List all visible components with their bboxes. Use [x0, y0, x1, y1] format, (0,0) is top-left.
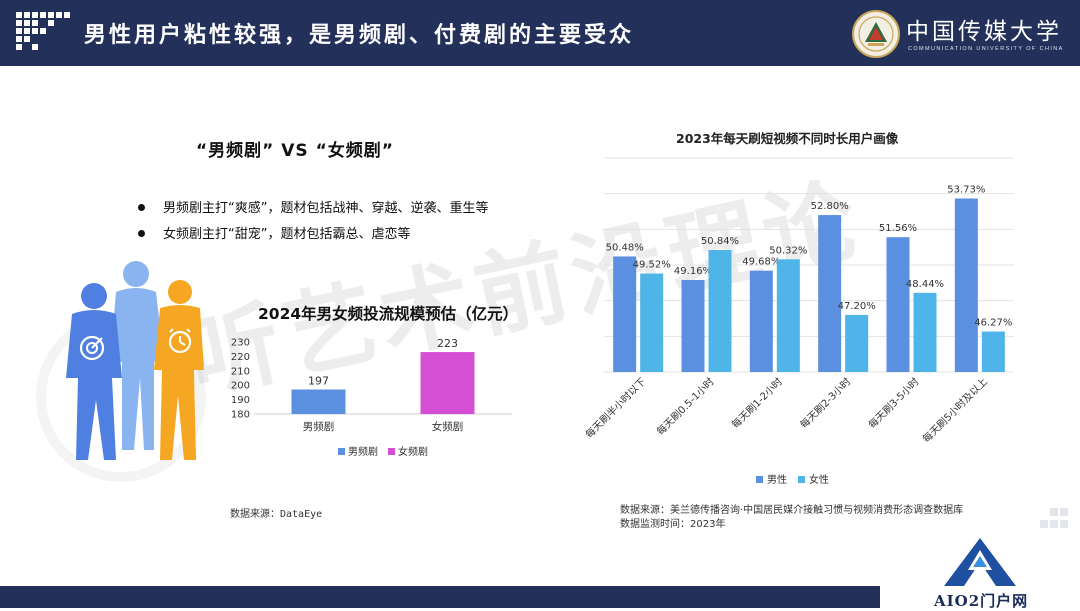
bullet-item: 女频剧主打“甜宠”，题材包括霸总、虐恋等: [138, 224, 488, 250]
site-badge-text: AIO2门户网: [934, 592, 1029, 610]
x-tick-label: 每天刷1-2小时: [729, 375, 785, 431]
right-bar-chart: 50.48% 49.52% 每天刷半小时以下 49.16% 50.84% 每天刷0.5-1…: [583, 157, 1014, 486]
y-tick-label: 190: [231, 395, 250, 406]
y-tick-label: 230: [231, 338, 250, 349]
university-name: 中国传媒大学: [906, 19, 1062, 45]
left-source-note: 数据来源：DataEye: [230, 509, 323, 520]
bullet-text: 男频剧主打“爽感”，题材包括战神、穿越、逆袭、重生等: [163, 201, 489, 216]
x-tick-label: 每天刷3-5小时: [866, 375, 922, 431]
target-icon: [79, 335, 105, 361]
page-title: 男性用户粘性较强，是男频剧、付费剧的主要受众: [84, 23, 635, 48]
bar: [681, 279, 705, 372]
person-light-blue-icon: [110, 261, 164, 450]
bar: [613, 256, 637, 372]
alarm-clock-icon: [168, 328, 192, 354]
data-label: 51.56%: [879, 223, 917, 234]
data-label: 49.68%: [742, 257, 780, 268]
bar: [708, 250, 732, 372]
monitor-time-line: 数据监测时间：2023年: [620, 519, 726, 530]
people-illustration: [58, 250, 228, 480]
legend-swatch: [756, 476, 763, 483]
data-label: 197: [308, 375, 329, 388]
bar: [818, 215, 842, 372]
vs-heading: “男频剧” VS “女频剧”: [196, 141, 394, 161]
x-tick-label: 每天刷半小时以下: [583, 375, 649, 441]
bar: [776, 259, 800, 372]
person-blue-icon: [66, 283, 122, 460]
bar: [981, 331, 1005, 372]
y-tick-label: 220: [231, 352, 250, 363]
data-label: 50.48%: [606, 242, 644, 253]
legend-swatch: [798, 476, 805, 483]
data-label: 50.32%: [769, 245, 807, 256]
bar: [913, 292, 937, 372]
legend-label: 女性: [809, 473, 829, 486]
legend-label: 女频剧: [398, 445, 428, 458]
footer-squares-decoration: [1040, 508, 1076, 532]
university-subtitle: COMMUNICATION UNIVERSITY OF CHINA: [908, 46, 1064, 52]
bar: [420, 352, 475, 414]
bullet-item: 男频剧主打“爽感”，题材包括战神、穿越、逆袭、重生等: [138, 198, 488, 224]
right-chart-title: 2023年每天刷短视频不同时长用户画像: [676, 131, 899, 146]
header-bar: 男性用户粘性较强，是男频剧、付费剧的主要受众 中国传媒大学 COMMUNICAT…: [0, 0, 1080, 66]
bullet-text: 女频剧主打“甜宠”，题材包括霸总、虐恋等: [163, 227, 411, 242]
data-label: 48.44%: [906, 279, 944, 290]
bar: [749, 270, 773, 372]
footer-bar: [0, 586, 1080, 608]
x-tick-label: 每天刷0.5-1小时: [654, 375, 717, 438]
legend-swatch: [338, 448, 345, 455]
bullet-list: 男频剧主打“爽感”，题材包括战神、穿越、逆袭、重生等 女频剧主打“甜宠”，题材包…: [138, 198, 488, 250]
data-label: 223: [437, 337, 458, 350]
data-label: 52.80%: [811, 201, 849, 212]
x-tick-label: 女频剧: [432, 420, 464, 433]
left-chart-title: 2024年男女频投流规模预估（亿元）: [258, 305, 519, 323]
data-label: 53.73%: [947, 184, 985, 195]
bar: [886, 237, 910, 372]
bar: [954, 198, 978, 372]
data-label: 46.27%: [974, 318, 1012, 329]
data-label: 50.84%: [701, 236, 739, 247]
legend-swatch: [388, 448, 395, 455]
data-label: 49.16%: [674, 266, 712, 277]
y-tick-label: 210: [231, 366, 250, 377]
legend-label: 男频剧: [348, 445, 378, 458]
right-source-note: 数据来源：美兰德传播咨询·中国居民媒介接触习惯与视频消费形态调查数据库 数据监测…: [620, 504, 963, 532]
data-label: 49.52%: [633, 260, 671, 271]
bar: [640, 273, 664, 372]
grid-logo-icon: [16, 12, 70, 54]
x-tick-label: 男频剧: [303, 420, 335, 433]
bar: [845, 314, 869, 372]
bullet-dot-icon: [138, 230, 145, 237]
bar: [291, 389, 346, 414]
person-orange-icon: [154, 280, 204, 460]
y-tick-label: 180: [231, 410, 250, 421]
source-line: 数据来源：美兰德传播咨询·中国居民媒介接触习惯与视频消费形态调查数据库: [620, 505, 964, 516]
legend-label: 男性: [767, 473, 787, 486]
data-label: 47.20%: [838, 301, 876, 312]
bullet-dot-icon: [138, 204, 145, 211]
a-logo-icon: [944, 538, 1016, 586]
university-seal-icon: [852, 10, 900, 58]
y-tick-label: 200: [231, 381, 250, 392]
x-tick-label: 每天刷5小时及以上: [920, 375, 990, 445]
x-tick-label: 每天刷2-3小时: [797, 375, 853, 431]
